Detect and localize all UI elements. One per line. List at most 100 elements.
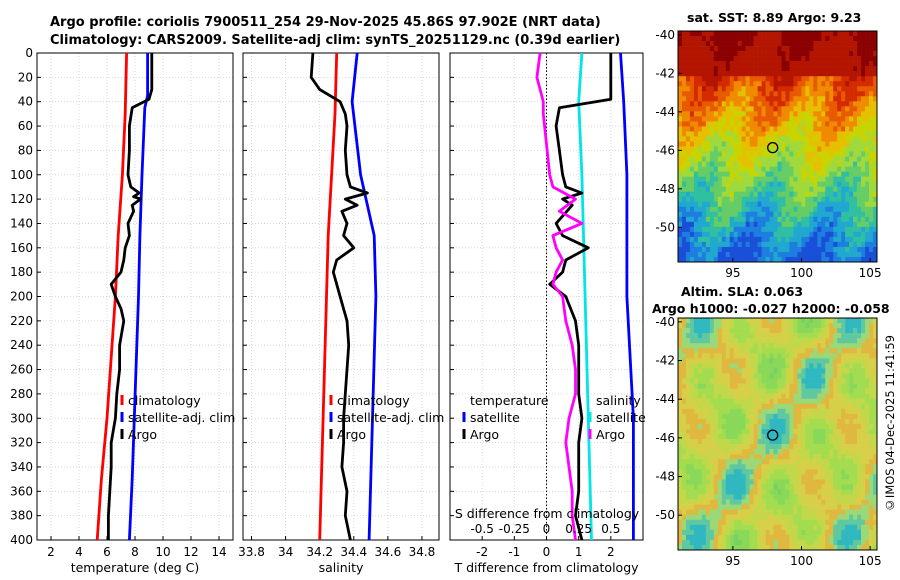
sla-cell xyxy=(873,464,878,470)
sst-cell xyxy=(849,101,854,107)
sst-cell xyxy=(745,226,750,233)
sla-cell xyxy=(817,378,822,384)
sla-cell xyxy=(789,418,794,425)
sla-cell xyxy=(697,449,703,455)
sla-cell xyxy=(697,323,703,329)
sst-cell xyxy=(781,211,786,218)
sst-cell xyxy=(785,241,790,248)
sla-cell xyxy=(769,494,774,500)
sst-cell xyxy=(805,196,810,203)
sst-cell xyxy=(825,226,830,233)
sst-cell xyxy=(681,121,687,127)
sst-cell xyxy=(813,256,818,263)
sst-cell xyxy=(841,241,846,248)
sla-cell xyxy=(721,464,727,470)
sst-ytick-label: -40 xyxy=(655,28,675,42)
sst-cell xyxy=(733,111,738,117)
sst-xtick-label: 100 xyxy=(790,266,813,280)
sst-cell xyxy=(689,71,695,77)
sla-cell xyxy=(709,539,715,546)
sla-cell xyxy=(797,474,802,480)
sst-cell xyxy=(825,41,830,47)
sla-cell xyxy=(701,348,707,354)
sla-cell xyxy=(729,368,735,374)
sla-cell xyxy=(773,534,778,541)
sla-cell xyxy=(725,378,731,384)
sst-cell xyxy=(741,96,746,102)
sla-cell xyxy=(717,489,723,495)
sst-cell xyxy=(697,206,703,213)
sst-cell xyxy=(865,101,870,107)
sst-cell xyxy=(749,56,754,62)
sla-cell xyxy=(817,439,822,445)
sla-cell xyxy=(777,499,782,505)
sst-cell xyxy=(789,191,794,198)
sla-cell xyxy=(765,469,770,475)
sst-cell xyxy=(773,51,778,57)
sla-cell xyxy=(849,439,854,445)
sla-cell xyxy=(861,524,866,531)
sla-cell xyxy=(845,494,850,500)
sst-cell xyxy=(853,226,858,233)
sst-cell xyxy=(801,171,806,177)
sla-cell xyxy=(725,343,731,349)
depth-tick-label: 60 xyxy=(18,119,33,133)
sla-cell xyxy=(717,423,723,430)
sla-cell xyxy=(813,423,818,430)
sla-cell xyxy=(761,474,766,480)
sst-cell xyxy=(753,206,758,213)
sst-cell xyxy=(837,206,842,213)
sla-cell xyxy=(713,323,719,329)
sla-cell xyxy=(749,338,754,344)
sst-cell xyxy=(841,181,846,187)
sst-cell xyxy=(697,136,703,142)
sst-cell xyxy=(789,111,794,117)
sla-cell xyxy=(757,439,762,445)
sst-cell xyxy=(717,91,723,97)
sla-cell xyxy=(781,368,786,374)
sla-cell xyxy=(789,328,794,334)
sst-cell xyxy=(821,246,826,253)
sst-cell xyxy=(685,166,691,172)
sst-cell xyxy=(853,86,858,92)
sst-cell xyxy=(753,126,758,132)
sst-cell xyxy=(789,96,794,102)
sla-cell xyxy=(765,353,770,359)
sla-cell xyxy=(809,489,814,495)
sla-cell xyxy=(865,393,870,399)
sst-cell xyxy=(789,76,794,82)
sla-cell xyxy=(749,428,754,435)
sst-cell xyxy=(729,31,735,37)
sst-cell xyxy=(853,251,858,258)
sst-cell xyxy=(785,201,790,208)
sst-cell xyxy=(701,96,707,102)
depth-tick-label: 220 xyxy=(10,314,33,328)
sla-cell xyxy=(849,479,854,485)
sst-cell xyxy=(737,106,742,112)
sla-cell xyxy=(873,434,878,440)
sla-cell xyxy=(785,333,790,339)
sst-cell xyxy=(849,56,854,62)
sla-cell xyxy=(785,444,790,450)
sla-cell xyxy=(849,363,854,369)
sla-cell xyxy=(837,378,842,384)
sla-cell xyxy=(805,514,810,521)
sla-cell xyxy=(873,449,878,455)
sla-cell xyxy=(869,469,874,475)
sla-cell xyxy=(765,358,770,364)
sst-cell xyxy=(777,246,782,253)
sla-cell xyxy=(725,403,731,410)
sst-cell xyxy=(721,236,727,243)
sla-cell xyxy=(785,348,790,354)
sst-cell xyxy=(793,121,798,127)
sst-cell xyxy=(865,136,870,142)
sla-cell xyxy=(797,353,802,359)
sst-cell xyxy=(793,231,798,238)
sla-cell xyxy=(721,358,727,364)
sst-ytick-label: -48 xyxy=(655,182,675,196)
sst-cell xyxy=(849,216,854,223)
sla-cell xyxy=(789,534,794,541)
sst-cell xyxy=(853,41,858,47)
sst-cell xyxy=(789,81,794,87)
sla-cell xyxy=(693,544,699,551)
